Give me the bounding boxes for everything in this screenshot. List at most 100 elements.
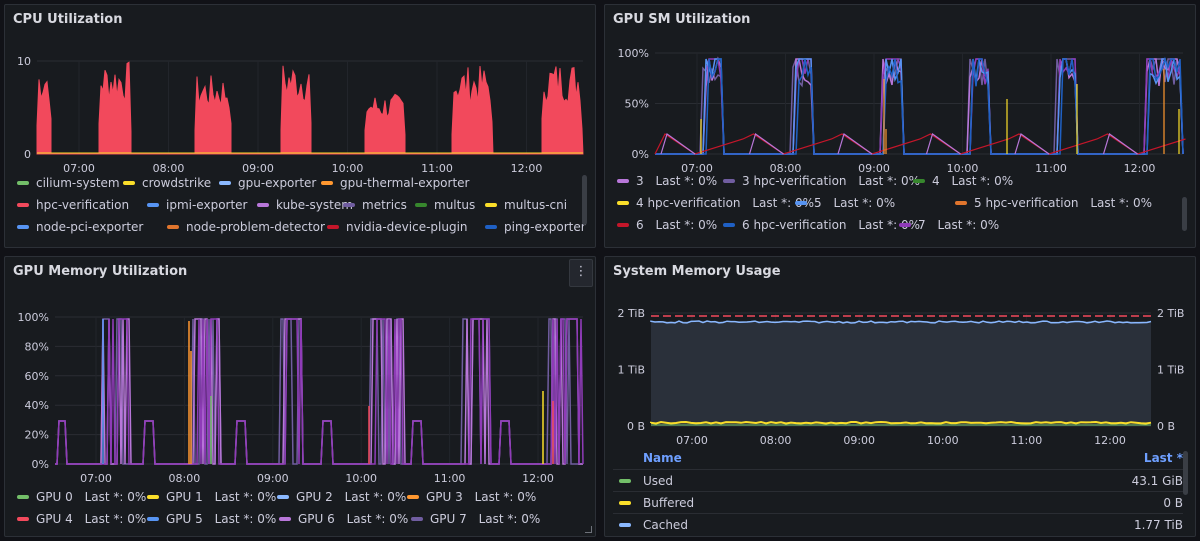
gpu-memory-chart[interactable]: 100% 80% 60% 40% 20% 0% 07:00 08:00 09:00 10:00 11… xyxy=(5,301,595,491)
legend-swatch xyxy=(485,224,497,229)
legend-label: ipmi-exporter xyxy=(166,198,248,212)
legend-item-4-hpc-verification[interactable]: 4 hpc-verification Last *: 0% xyxy=(617,196,814,210)
legend-value: Last *: 0% xyxy=(470,490,537,504)
gpu-series-line[interactable] xyxy=(55,318,583,465)
legend-item-5-hpc-verification[interactable]: 5 hpc-verification Last *: 0% xyxy=(955,196,1152,210)
legend-value: Last *: 0% xyxy=(748,196,815,210)
table-header-name[interactable]: Name xyxy=(643,451,682,465)
table-row[interactable]: Buffered 0 B xyxy=(613,491,1183,513)
legend-item-multus[interactable]: multus xyxy=(415,198,475,212)
panel-title: CPU Utilization xyxy=(13,12,123,27)
series-3-spike[interactable] xyxy=(660,133,696,155)
system-memory-chart[interactable]: 2 TiB 2 TiB 1 TiB 1 TiB 0 B 0 B 07:00 08:00 09:0… xyxy=(605,299,1195,449)
legend-item-node-pci-exporter[interactable]: node-pci-exporter xyxy=(17,220,143,234)
legend-label: 4 xyxy=(932,174,940,188)
legend-item-gpu-6[interactable]: GPU 6 Last *: 0% xyxy=(279,512,408,526)
panel-menu-icon[interactable]: ⋮ xyxy=(569,259,593,287)
gpu-series-line[interactable] xyxy=(55,318,583,465)
legend-label: 6 xyxy=(636,218,644,232)
legend-value: Last *: 0% xyxy=(210,490,277,504)
table-header-last[interactable]: Last * xyxy=(1143,451,1183,465)
x-tick-label: 10:00 xyxy=(947,162,979,175)
legend-item-gpu-thermal-exporter[interactable]: gpu-thermal-exporter xyxy=(321,176,469,190)
row-swatch xyxy=(619,479,631,483)
legend-scrollbar[interactable] xyxy=(582,175,587,225)
series-3-spike[interactable] xyxy=(837,133,873,155)
series-cached-line[interactable] xyxy=(650,320,1152,324)
series-6-line[interactable] xyxy=(654,133,1186,155)
legend-label: 3 xyxy=(636,174,644,188)
panel-title: GPU Memory Utilization xyxy=(13,264,188,279)
series-line[interactable] xyxy=(655,56,1184,155)
cpu-chart[interactable]: 10 0 07:00 08:00 09:00 10:00 11:00 12:00 xyxy=(5,43,595,213)
legend-item-gpu-7[interactable]: GPU 7 Last *: 0% xyxy=(411,512,540,526)
legend-item-crowdstrike[interactable]: crowdstrike xyxy=(123,176,211,190)
legend-item-gpu-5[interactable]: GPU 5 Last *: 0% xyxy=(147,512,276,526)
legend-label: node-problem-detector xyxy=(186,220,325,234)
legend-item-hpc-verification[interactable]: hpc-verification xyxy=(17,198,129,212)
legend-label: GPU 0 xyxy=(36,490,73,504)
legend-label: 4 hpc-verification xyxy=(636,196,741,210)
legend-item-ipmi-exporter[interactable]: ipmi-exporter xyxy=(147,198,248,212)
legend-value: Last *: 0% xyxy=(210,512,277,526)
legend-item-ping-exporter[interactable]: ping-exporter xyxy=(485,220,586,234)
y-tick-label-right: 1 TiB xyxy=(1157,364,1184,377)
table-scrollbar[interactable] xyxy=(1183,451,1188,495)
legend-value: Last *: 0% xyxy=(854,174,921,188)
legend-item-kube-system[interactable]: kube-system xyxy=(257,198,353,212)
x-tick-label: 09:00 xyxy=(858,162,890,175)
legend-label: kube-system xyxy=(276,198,353,212)
legend-item-6[interactable]: 6 Last *: 0% xyxy=(617,218,717,232)
legend-item-6-hpc-verification[interactable]: 6 hpc-verification Last *: 0% xyxy=(723,218,920,232)
series-3-spike[interactable] xyxy=(925,133,961,155)
y-tick-label: 40% xyxy=(25,399,49,412)
legend-item-3-hpc-verification[interactable]: 3 hpc-verification Last *: 0% xyxy=(723,174,920,188)
legend-item-gpu-4[interactable]: GPU 4 Last *: 0% xyxy=(17,512,146,526)
legend-swatch xyxy=(795,200,807,205)
legend-item-node-problem-detector[interactable]: node-problem-detector xyxy=(167,220,325,234)
legend-item-7[interactable]: 7 Last *: 0% xyxy=(899,218,999,232)
gpu-sm-chart[interactable]: 100% 50% 0% 07:00 08:00 09:00 10:00 11:00 12:00 xyxy=(605,39,1195,179)
x-tick-label: 10:00 xyxy=(332,162,364,175)
legend-item-multus-cni[interactable]: multus-cni xyxy=(485,198,567,212)
row-label: Buffered xyxy=(643,496,695,510)
legend-item-metrics[interactable]: metrics xyxy=(343,198,407,212)
gpu-series-line[interactable] xyxy=(55,318,584,465)
legend-item-5[interactable]: 5 Last *: 0% xyxy=(795,196,895,210)
legend-item-gpu-3[interactable]: GPU 3 Last *: 0% xyxy=(407,490,536,504)
legend-item-gpu-1[interactable]: GPU 1 Last *: 0% xyxy=(147,490,276,504)
legend-item-3[interactable]: 3 Last *: 0% xyxy=(617,174,717,188)
y-tick-label: 50% xyxy=(625,98,649,111)
legend-scrollbar[interactable] xyxy=(1182,197,1187,231)
legend-label: metrics xyxy=(362,198,407,212)
legend-label: 3 hpc-verification xyxy=(742,174,847,188)
series-used-line[interactable] xyxy=(650,420,1152,425)
cached-area xyxy=(651,321,1151,426)
row-value: 0 B xyxy=(1163,496,1183,510)
legend-item-gpu-exporter[interactable]: gpu-exporter xyxy=(219,176,316,190)
series-3-spike[interactable] xyxy=(1102,133,1138,155)
legend-value: Last *: 0% xyxy=(80,490,147,504)
legend-item-gpu-2[interactable]: GPU 2 Last *: 0% xyxy=(277,490,406,504)
panel-title: GPU SM Utilization xyxy=(613,12,751,27)
legend-label: GPU 5 xyxy=(166,512,203,526)
legend-item-gpu-0[interactable]: GPU 0 Last *: 0% xyxy=(17,490,146,504)
legend-item-cilium-system[interactable]: cilium-system xyxy=(17,176,120,190)
legend-label: nvidia-device-plugin xyxy=(346,220,468,234)
resize-handle-icon[interactable] xyxy=(585,526,592,533)
series-3-spike[interactable] xyxy=(748,133,784,155)
legend-swatch xyxy=(617,222,629,227)
y-tick-label: 0 B xyxy=(627,420,645,433)
legend-value: Last *: 0% xyxy=(947,174,1014,188)
legend-swatch xyxy=(723,222,735,227)
legend-label: hpc-verification xyxy=(36,198,130,212)
legend-item-4[interactable]: 4 Last *: 0% xyxy=(913,174,1013,188)
x-tick-label: 11:00 xyxy=(1035,162,1067,175)
series-hpc-verification-area[interactable] xyxy=(36,61,584,155)
legend-item-nvidia-device-plugin[interactable]: nvidia-device-plugin xyxy=(327,220,468,234)
series-3-spike[interactable] xyxy=(1014,133,1050,155)
y-tick-label: 0 xyxy=(24,148,31,161)
table-row[interactable]: Cached 1.77 TiB xyxy=(613,513,1183,535)
y-tick-label: 80% xyxy=(25,340,49,353)
table-row[interactable]: Used 43.1 GiB xyxy=(613,469,1183,491)
